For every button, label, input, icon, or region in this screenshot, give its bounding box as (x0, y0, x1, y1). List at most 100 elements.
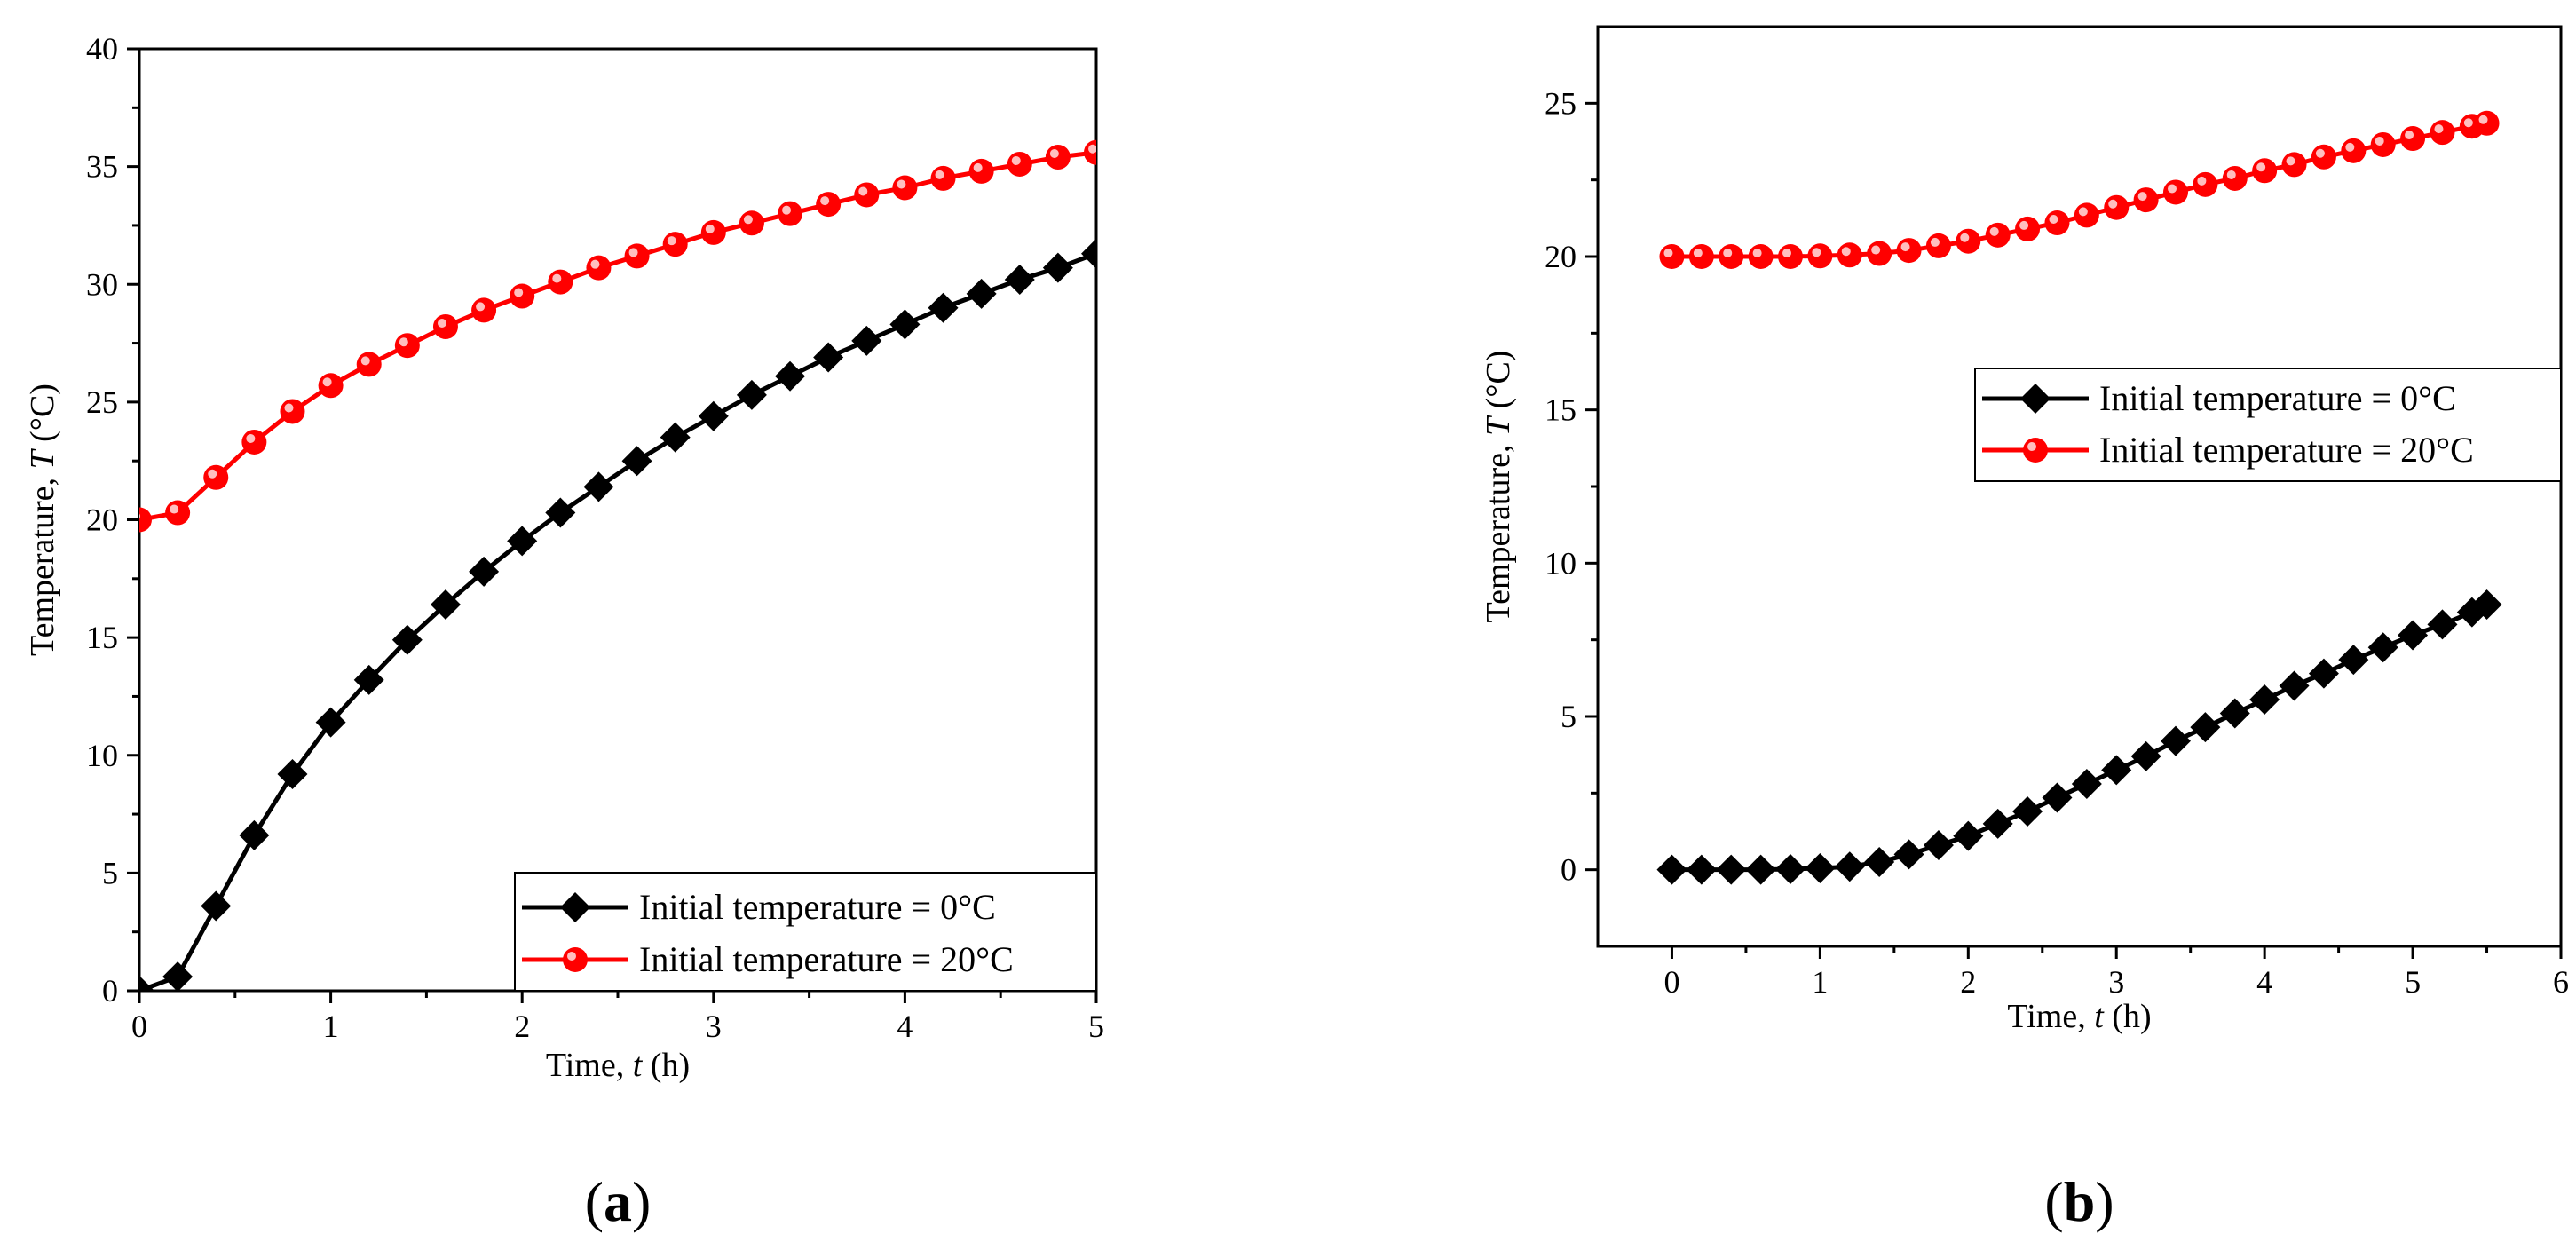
data-point (1923, 830, 1954, 861)
data-point (391, 624, 423, 655)
data-point (1659, 244, 1685, 269)
data-point-body (1778, 244, 1803, 269)
data-point-highlight (782, 205, 792, 215)
panel-label-letter: b (2064, 1170, 2096, 1233)
data-point-body (2252, 158, 2278, 184)
data-point (239, 819, 270, 850)
data-point-highlight (897, 179, 906, 189)
plot-frame (1596, 25, 2563, 948)
data-point (1719, 244, 1744, 269)
y-tick-label: 10 (86, 738, 118, 773)
data-point-body (586, 255, 612, 281)
data-point (2193, 171, 2218, 197)
data-point-highlight (1663, 249, 1673, 257)
data-point (739, 210, 764, 236)
data-point (1042, 252, 1073, 283)
data-point-highlight (935, 170, 944, 179)
data-point-body (2400, 126, 2426, 152)
data-point-highlight (514, 288, 524, 297)
data-point (928, 292, 959, 323)
panel-label-letter: a (604, 1170, 632, 1233)
x-axis-title-suffix: (h) (642, 1047, 690, 1084)
data-point (1953, 820, 1984, 851)
data-point (318, 373, 344, 399)
data-point-highlight (322, 377, 332, 387)
data-point (353, 664, 384, 695)
y-axis-title: Temperature, T (°C) (1480, 351, 1517, 623)
data-point (775, 360, 806, 392)
data-point-body (1925, 233, 1951, 258)
data-point (432, 313, 458, 339)
data-point-body (203, 464, 229, 490)
data-point (430, 589, 461, 620)
y-axis-title-suffix: (°C) (24, 384, 61, 450)
data-point (1956, 228, 1981, 254)
data-point (241, 429, 267, 455)
legend-label: Initial temperature = 20°C (2099, 430, 2474, 470)
legend: Initial temperature = 0°C Initial tempera… (514, 872, 1097, 992)
data-point (736, 379, 767, 410)
data-point-highlight (858, 186, 868, 196)
data-point (1716, 854, 1747, 885)
data-point-highlight (437, 318, 446, 328)
y-tick-label: 10 (1545, 545, 1576, 581)
data-point (1007, 151, 1032, 177)
legend-entry-1: Initial temperature = 20°C (1982, 430, 2474, 470)
data-point-highlight (2226, 170, 2236, 179)
data-point-body (1045, 145, 1071, 170)
data-point (700, 219, 726, 245)
data-point-highlight (1930, 237, 1940, 247)
data-point (778, 201, 803, 226)
legend-entry-1: Initial temperature = 20°C (522, 939, 1014, 979)
data-point (2074, 202, 2099, 228)
data-point (162, 961, 194, 991)
data-point-highlight (628, 248, 638, 257)
data-point (2252, 158, 2278, 184)
data-point-highlight (2256, 162, 2266, 172)
data-point (2219, 698, 2250, 729)
series-initial-20c (1659, 110, 2500, 269)
y-tick-label: 0 (102, 973, 118, 1009)
series-initial-20c (139, 139, 1096, 533)
x-tick-label: 2 (514, 1009, 530, 1044)
data-point (586, 255, 612, 281)
data-point (471, 297, 497, 323)
data-point (1805, 852, 1836, 883)
data-point-highlight (2027, 442, 2036, 451)
data-point-highlight (1989, 226, 1999, 236)
data-point (1778, 244, 1803, 269)
legend-label: Initial temperature = 0°C (2099, 378, 2456, 418)
data-point (1985, 222, 2011, 248)
data-point (2308, 658, 2339, 689)
x-axis-title: Time, t (h) (2007, 998, 2151, 1035)
data-point (1748, 244, 1774, 269)
data-point-body (2015, 216, 2041, 241)
x-tick-label: 5 (2405, 964, 2421, 1000)
x-tick-label: 5 (1088, 1009, 1104, 1044)
data-point-highlight (399, 337, 408, 347)
data-point-body (1837, 242, 1862, 268)
data-point (507, 526, 538, 557)
data-point (1925, 233, 1951, 258)
data-point-body (968, 158, 994, 184)
data-point-highlight (476, 302, 486, 312)
data-point (2133, 187, 2159, 213)
data-point-body (739, 210, 764, 236)
y-tick-label: 20 (86, 502, 118, 538)
series-line (1671, 121, 2488, 259)
legend-entry-0: Initial temperature = 0°C (1982, 378, 2456, 418)
data-point (2222, 165, 2248, 191)
data-point (1045, 145, 1071, 170)
data-point (139, 976, 154, 991)
data-point-body (2163, 179, 2188, 205)
y-tick-label: 35 (86, 149, 118, 185)
data-point-body (1867, 241, 1892, 266)
data-point-body (892, 175, 918, 201)
data-point (889, 309, 921, 340)
chart-a: 0 1 2 3 4 5 0 5 10 15 20 25 30 35 40 Time, t (h) Tempera… (24, 31, 1104, 1233)
y-axis-title-var: T (24, 448, 61, 470)
data-point-highlight (2375, 136, 2384, 146)
plot-frame (138, 47, 1098, 993)
series-initial-0c (1656, 589, 2502, 885)
data-point (1745, 854, 1776, 885)
